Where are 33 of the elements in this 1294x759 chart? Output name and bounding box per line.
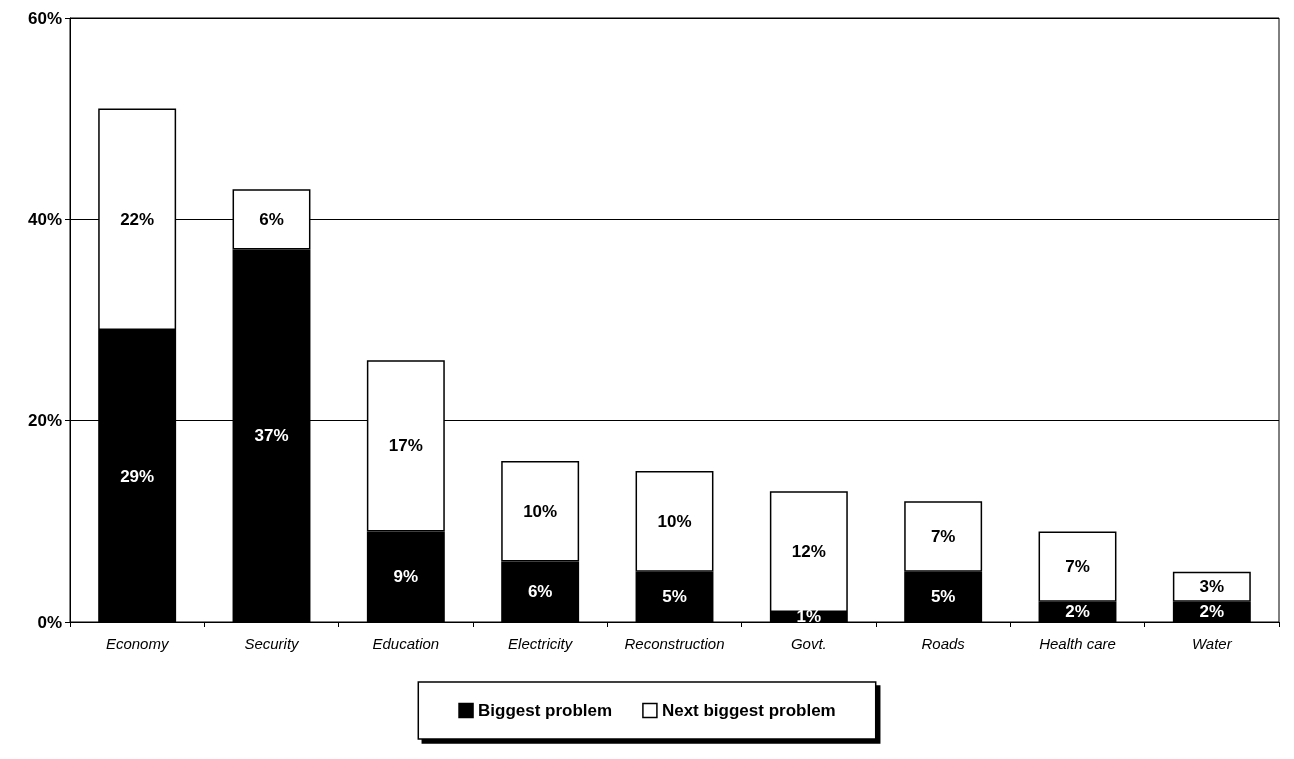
x-tick-label: Roads (921, 635, 966, 652)
x-tick-label: Economy (105, 635, 170, 652)
data-label: 2% (1065, 602, 1090, 622)
data-label: 9% (393, 567, 419, 587)
data-label: 10% (657, 511, 692, 531)
y-tick-label: 60% (27, 8, 62, 28)
data-label: 5% (930, 587, 956, 607)
data-label: 17% (388, 436, 423, 456)
x-tick-label: Water (1191, 635, 1233, 652)
y-tick-label: 40% (27, 209, 62, 229)
data-label: 7% (1065, 557, 1090, 577)
data-label: 29% (120, 466, 155, 486)
x-tick-label: Health care (1039, 635, 1116, 652)
data-label: 22% (120, 209, 155, 229)
x-tick-label: Electricity (508, 635, 574, 652)
data-label: 12% (791, 542, 826, 562)
x-tick-label: Reconstruction (624, 635, 725, 652)
data-label: 10% (523, 501, 558, 521)
x-tick-label: Govt. (790, 635, 827, 652)
y-tick-label: 0% (37, 612, 62, 632)
data-label: 6% (259, 209, 284, 229)
data-label: 2% (1199, 602, 1225, 622)
data-label: 1% (796, 607, 822, 627)
data-label: 6% (527, 582, 553, 602)
x-tick-label: Security (244, 635, 301, 652)
legend-label: Biggest problem (478, 701, 613, 720)
x-tick-label: Education (372, 635, 440, 652)
legend-label: Next biggest problem (661, 701, 836, 720)
y-tick-label: 20% (27, 411, 62, 431)
data-label: 37% (254, 426, 289, 446)
data-label: 5% (662, 587, 687, 607)
data-label: 3% (1199, 577, 1225, 597)
data-label: 7% (930, 526, 956, 546)
